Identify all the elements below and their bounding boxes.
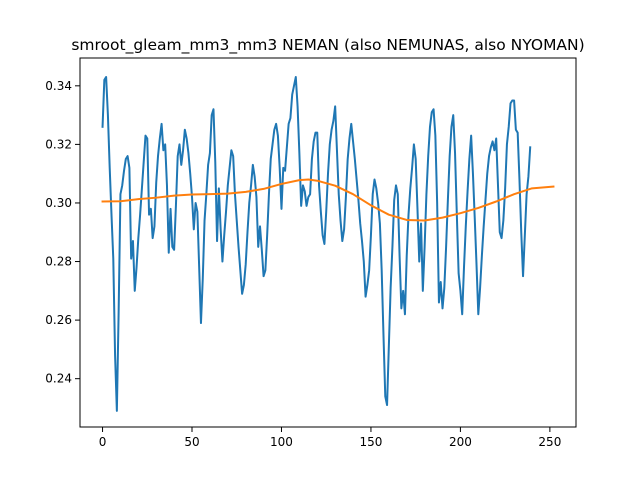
x-tick-label: 100	[270, 435, 293, 449]
x-tick-label: 150	[359, 435, 382, 449]
chart-title: smroot_gleam_mm3_mm3 NEMAN (also NEMUNAS…	[71, 36, 584, 55]
y-axis: 0.24 0.26 0.28 0.30 0.32 0.34	[45, 79, 80, 386]
axes-frame	[79, 57, 577, 428]
series-line-1	[101, 76, 532, 412]
x-tick-label: 250	[538, 435, 561, 449]
y-tick-label: 0.28	[45, 255, 72, 269]
y-tick-label: 0.26	[45, 313, 72, 327]
x-tick-label: 200	[449, 435, 472, 449]
x-tick-label: 0	[99, 435, 107, 449]
series-line-2	[101, 178, 555, 222]
series-layer	[101, 76, 555, 412]
y-tick-label: 0.24	[45, 372, 72, 386]
y-tick-label: 0.34	[45, 79, 72, 93]
y-tick-label: 0.30	[45, 196, 72, 210]
y-tick-label: 0.32	[45, 137, 72, 151]
x-axis: 0 50 100 150 200 250	[99, 427, 561, 449]
x-tick-label: 50	[184, 435, 199, 449]
